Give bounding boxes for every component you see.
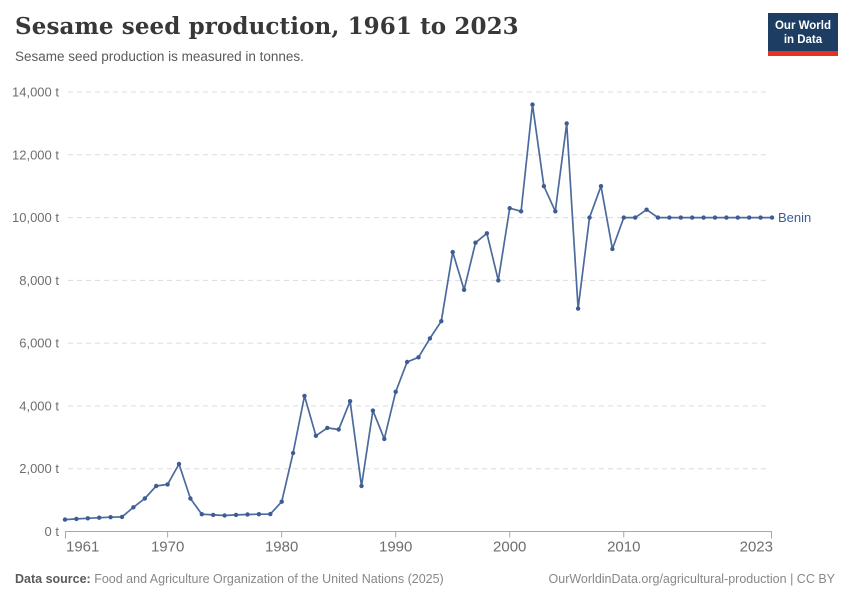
data-point: [690, 215, 695, 220]
data-point: [74, 516, 79, 521]
data-point: [279, 499, 284, 504]
x-tick-label: 1961: [66, 538, 99, 555]
data-point: [655, 215, 661, 220]
data-point: [633, 215, 638, 220]
data-point: [587, 215, 592, 220]
data-source: Data source: Food and Agriculture Organi…: [15, 572, 444, 588]
data-source-text: Food and Agriculture Organization of the…: [90, 572, 444, 587]
data-point: [119, 514, 125, 519]
data-line: [64, 103, 772, 521]
owid-logo-line2: in Data: [783, 34, 823, 47]
x-tick-label: 1990: [379, 538, 412, 555]
data-source-label: Data source:: [15, 572, 91, 587]
data-point: [302, 393, 307, 398]
x-tick-label: 2010: [607, 538, 640, 555]
data-point: [507, 205, 512, 211]
data-point: [370, 408, 376, 413]
data-point: [108, 514, 113, 520]
data-point: [393, 389, 398, 394]
data-point: [142, 496, 147, 501]
data-point: [553, 208, 558, 214]
data-point: [678, 215, 683, 220]
page-title: Sesame seed production, 1961 to 2023: [15, 13, 519, 40]
data-point: [701, 215, 706, 220]
data-point: [256, 511, 262, 517]
data-point: [85, 515, 91, 521]
data-point: [427, 335, 433, 341]
data-point: [621, 215, 626, 220]
data-point: [199, 511, 204, 517]
x-tick-label: 1970: [151, 538, 184, 555]
data-point: [735, 215, 740, 220]
y-tick-label: 2,000 t: [19, 461, 59, 476]
data-point: [541, 183, 547, 189]
data-point: [313, 433, 319, 438]
data-point: [644, 207, 649, 212]
data-point: [769, 215, 775, 220]
data-point: [211, 512, 216, 517]
data-point: [176, 461, 182, 466]
data-point: [222, 513, 227, 518]
data-point: [359, 483, 364, 488]
data-point: [290, 450, 296, 455]
data-point: [518, 208, 524, 214]
data-point: [404, 359, 410, 364]
owid-logo-line1: Our World: [774, 20, 831, 32]
data-point: [245, 512, 250, 517]
data-point: [382, 436, 387, 441]
data-point: [165, 481, 170, 487]
data-point: [575, 306, 581, 311]
y-tick-label: 6,000 t: [19, 335, 59, 350]
y-tick-label: 0 t: [45, 524, 60, 539]
y-tick-label: 10,000 t: [12, 210, 59, 225]
series-label[interactable]: Benin: [778, 210, 811, 225]
y-tick-label: 4,000 t: [19, 398, 59, 413]
data-point: [268, 511, 273, 517]
page-subtitle: Sesame seed production is measured in to…: [15, 48, 304, 64]
data-point: [610, 246, 615, 251]
y-tick-label: 12,000 t: [12, 147, 59, 162]
data-point: [450, 249, 455, 255]
owid-logo[interactable]: Our World in Data: [767, 13, 838, 57]
data-point: [97, 515, 102, 520]
chart-header: Sesame seed production, 1961 to 2023 Ses…: [0, 0, 850, 65]
data-point: [461, 287, 467, 292]
data-point: [724, 215, 729, 220]
data-point: [416, 354, 421, 360]
data-point: [154, 483, 159, 488]
data-point: [131, 504, 136, 510]
data-point: [473, 240, 478, 245]
data-point: [758, 215, 763, 220]
x-tick-label: 1980: [265, 538, 298, 555]
chart-footer: Data source: Food and Agriculture Organi…: [15, 572, 835, 588]
data-point: [188, 496, 193, 501]
y-tick-label: 14,000 t: [12, 84, 59, 99]
footer-right: OurWorldinData.org/agricultural-producti…: [549, 572, 835, 588]
x-tick-label: 2023: [740, 538, 773, 555]
data-point: [667, 215, 672, 220]
license-text: | CC BY: [786, 572, 835, 587]
line-chart: 0 t 2,000 t 4,000 t 6,000 t 8,000 t 10,000 t 1…: [12, 84, 811, 555]
y-tick-label: 8,000 t: [19, 273, 59, 288]
data-point: [712, 215, 718, 220]
data-point: [325, 425, 330, 430]
data-point: [564, 120, 569, 126]
data-point: [747, 215, 752, 220]
data-point: [484, 230, 490, 236]
data-point: [496, 277, 501, 283]
data-point: [530, 102, 535, 107]
data-point: [347, 398, 353, 404]
data-point: [233, 512, 239, 517]
data-point: [62, 517, 68, 522]
data-point: [598, 183, 604, 189]
data-point: [336, 427, 341, 432]
x-tick-label: 2000: [493, 538, 526, 555]
data-point: [439, 318, 444, 324]
footer-link[interactable]: OurWorldinData.org/agricultural-producti…: [548, 572, 787, 587]
